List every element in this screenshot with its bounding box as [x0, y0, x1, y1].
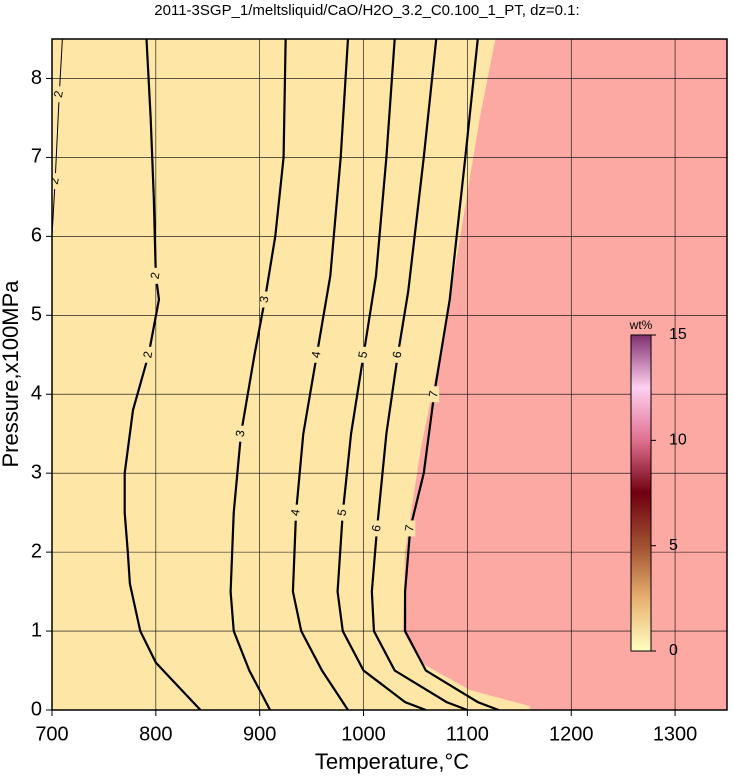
x-tick-label: 1000: [341, 723, 386, 745]
contour-label: 2: [47, 176, 62, 185]
contour-label-bg: [392, 346, 403, 363]
y-tick-label: 3: [31, 461, 42, 483]
colorbar-label: wt%: [629, 318, 653, 332]
contour-label: 5: [334, 508, 349, 517]
plot-area: 2 2 2 2 3 3 4 4 5 5 6 6 7 7: [47, 39, 727, 710]
colorbar-tick-label: 0: [669, 642, 678, 659]
contour-label-bg: [311, 346, 322, 363]
x-tick-label: 1300: [653, 723, 698, 745]
contour-line: [52, 39, 63, 237]
chart-title: 2011-3SGP_1/meltsliquid/CaO/H2O_3.2_C0.1…: [154, 2, 579, 19]
colorbar-tick-label: 5: [669, 537, 678, 554]
contour-label-bg: [54, 86, 65, 103]
contour-label-bg: [143, 346, 154, 363]
contour-label-bg: [52, 173, 61, 190]
y-tick-label: 7: [31, 146, 42, 168]
y-tick-label: 1: [31, 619, 42, 641]
x-axis-label: Temperature,°C: [315, 749, 469, 774]
y-tick-label: 4: [31, 383, 42, 405]
contour-label: 3: [233, 429, 248, 438]
contour-label-bg: [372, 520, 383, 537]
contour-label: 4: [288, 508, 303, 517]
contour-label: 7: [426, 389, 441, 398]
contour-label: 2: [140, 350, 155, 359]
x-tick-label: 700: [35, 723, 68, 745]
x-tick-label: 1200: [549, 723, 594, 745]
contour-label-bg: [337, 504, 348, 521]
contour-label-bg: [291, 504, 302, 521]
colorbar: [630, 334, 652, 652]
y-tick-label: 8: [31, 67, 42, 89]
contour-label: 2: [148, 271, 163, 280]
y-tick-label: 0: [31, 698, 42, 720]
contour-label-bg: [405, 520, 416, 537]
colorbar-tick-label: 10: [669, 432, 687, 449]
colorbar-tick-label: 15: [669, 326, 687, 343]
contour-line: [291, 39, 350, 710]
contour-label-bg: [150, 267, 161, 284]
contour-label-bg: [236, 425, 246, 442]
contour-label: 3: [257, 295, 272, 304]
contour-label: 4: [309, 350, 324, 359]
y-tick-label: 6: [31, 225, 42, 247]
x-tick-label: 900: [243, 723, 276, 745]
y-axis-label: Pressure,x100MPa: [0, 280, 23, 468]
contour-label-bg: [259, 291, 270, 308]
contour-label-bg: [429, 386, 440, 403]
x-tick-label: 1100: [446, 723, 489, 745]
contour-label: 7: [402, 523, 417, 532]
contour-label-bg: [358, 346, 369, 363]
contour-label: 2: [51, 89, 66, 98]
contour-label: 6: [369, 523, 384, 532]
y-tick-label: 5: [31, 304, 42, 326]
plot-frame: [51, 38, 728, 711]
contour-label: 6: [390, 350, 405, 359]
x-tick-label: 800: [139, 723, 172, 745]
y-tick-label: 2: [31, 540, 42, 562]
contour-line: [123, 39, 202, 710]
contour-label: 5: [355, 350, 370, 359]
